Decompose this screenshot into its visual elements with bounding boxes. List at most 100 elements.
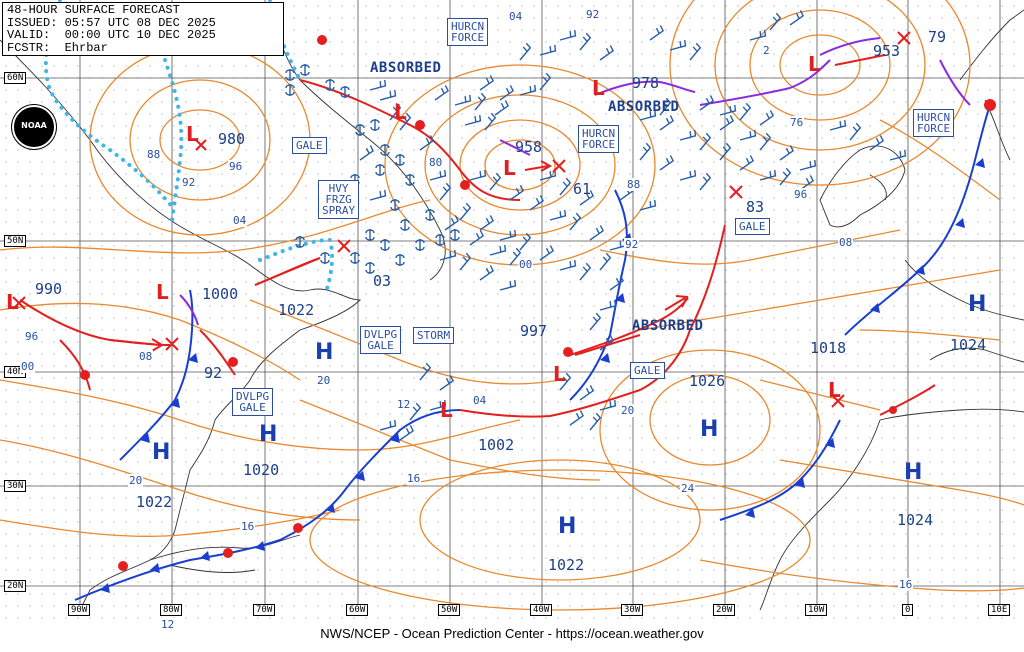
wind-barb <box>499 85 515 101</box>
lon-label-10w: 10W <box>805 604 828 616</box>
high-center-marker: H <box>152 440 171 465</box>
footer-credit: NWS/NCEP - Ocean Prediction Center - htt… <box>320 626 704 641</box>
wind-barb <box>519 42 532 61</box>
wind-barbs <box>359 10 907 441</box>
isobar-label: 16 <box>406 472 422 485</box>
wind-barb <box>889 149 907 161</box>
wind-barb <box>469 230 485 246</box>
wind-barb <box>484 112 497 131</box>
freezing-spray-symbol <box>320 252 330 264</box>
pressure-value: 978 <box>632 74 660 92</box>
freezing-spray-symbol <box>400 219 410 231</box>
pressure-value: 79 <box>928 28 947 46</box>
wind-barb <box>599 399 617 411</box>
wind-barb <box>359 145 375 161</box>
noaa-logo: NOAA <box>12 105 56 149</box>
header-valid: VALID: 00:00 UTC 10 DEC 2025 <box>7 28 216 42</box>
isobar-label: 00 <box>20 360 36 373</box>
wind-barb <box>609 275 625 291</box>
pressure-value: 61 <box>573 180 592 198</box>
wind-barb <box>799 175 815 191</box>
graticule <box>0 0 1024 610</box>
wind-barb <box>479 265 495 281</box>
pressure-value: 953 <box>873 42 901 60</box>
pressure-value: 1022 <box>278 301 315 319</box>
wind-barb <box>379 89 397 101</box>
isobar-label: 92 <box>624 238 640 251</box>
lat-label-30n: 30N <box>4 480 27 492</box>
warning-hurricane-force: HURCN FORCE <box>913 109 955 137</box>
wind-barb <box>759 110 775 126</box>
wind-barb <box>464 114 482 126</box>
wind-barb <box>799 159 817 171</box>
lat-label-20n: 20N <box>4 580 27 592</box>
pressure-value: 1002 <box>478 436 515 454</box>
isobar-label: 24 <box>680 482 696 495</box>
wind-barb <box>719 115 735 131</box>
wind-barb <box>444 215 460 231</box>
wind-barb <box>439 375 455 391</box>
isobar-label: 92 <box>585 8 601 21</box>
wind-barb <box>589 412 602 431</box>
isobar-label: 96 <box>228 160 244 173</box>
wind-barb <box>559 259 577 271</box>
warning-gale: GALE <box>630 362 665 379</box>
freezing-spray-symbol <box>390 199 400 211</box>
isobar-label: 88 <box>626 178 642 191</box>
pressure-value: 958 <box>515 138 543 156</box>
freezing-spray-symbol <box>325 79 335 91</box>
lon-label-50w: 50W <box>438 604 461 616</box>
freezing-spray-symbol <box>380 144 390 156</box>
wind-barb <box>454 94 472 106</box>
wind-barb <box>739 129 757 141</box>
wind-barb <box>474 92 487 111</box>
freezing-spray-symbol <box>395 154 405 166</box>
wind-barb <box>369 189 387 201</box>
wind-barb <box>719 142 732 161</box>
isobar-label: 12 <box>160 618 176 631</box>
wind-barb <box>669 39 687 51</box>
lat-label-50n: 50N <box>4 235 27 247</box>
high-center-marker: H <box>968 292 987 317</box>
wind-barb <box>569 212 582 231</box>
wind-barb <box>459 202 472 221</box>
isobar-label: 92 <box>181 176 197 189</box>
wind-barb <box>569 410 585 426</box>
isobar-label: 20 <box>128 474 144 487</box>
wind-barb <box>639 142 652 161</box>
warm-front-bulbs <box>80 35 996 571</box>
wind-barb <box>549 209 567 221</box>
wind-barb <box>399 112 412 131</box>
wind-barb <box>759 132 772 151</box>
isobar-label: 76 <box>789 116 805 129</box>
isobars <box>0 0 1024 611</box>
wind-barb <box>489 244 507 256</box>
wind-barb <box>829 119 847 131</box>
wind-barb <box>539 169 557 181</box>
isobar-label: 80 <box>428 156 444 169</box>
pressure-value: 1026 <box>689 372 726 390</box>
wind-barb <box>399 425 415 441</box>
lon-label-60w: 60W <box>346 604 369 616</box>
wind-barb <box>699 95 715 111</box>
wind-barb <box>519 84 537 96</box>
isobar-label: 12 <box>396 398 412 411</box>
freezing-spray-symbols <box>285 64 460 274</box>
low-center-marker: L <box>828 378 841 402</box>
pressure-value: 1022 <box>548 556 585 574</box>
wind-barb <box>589 225 605 241</box>
warning-storm: STORM <box>413 327 455 344</box>
wind-barb <box>749 29 767 41</box>
low-center-marker: L <box>553 362 566 386</box>
freezing-spray-symbol <box>415 239 425 251</box>
low-tracks <box>12 31 911 408</box>
occluded-fronts <box>179 37 971 326</box>
absorbed-label: ABSORBED <box>608 99 680 115</box>
wind-barb <box>769 12 782 31</box>
low-center-marker: L <box>808 52 821 76</box>
low-center-marker: L <box>394 100 407 124</box>
wind-barb <box>869 135 885 151</box>
pressure-value: 1024 <box>897 511 934 529</box>
wind-barb <box>779 145 795 161</box>
